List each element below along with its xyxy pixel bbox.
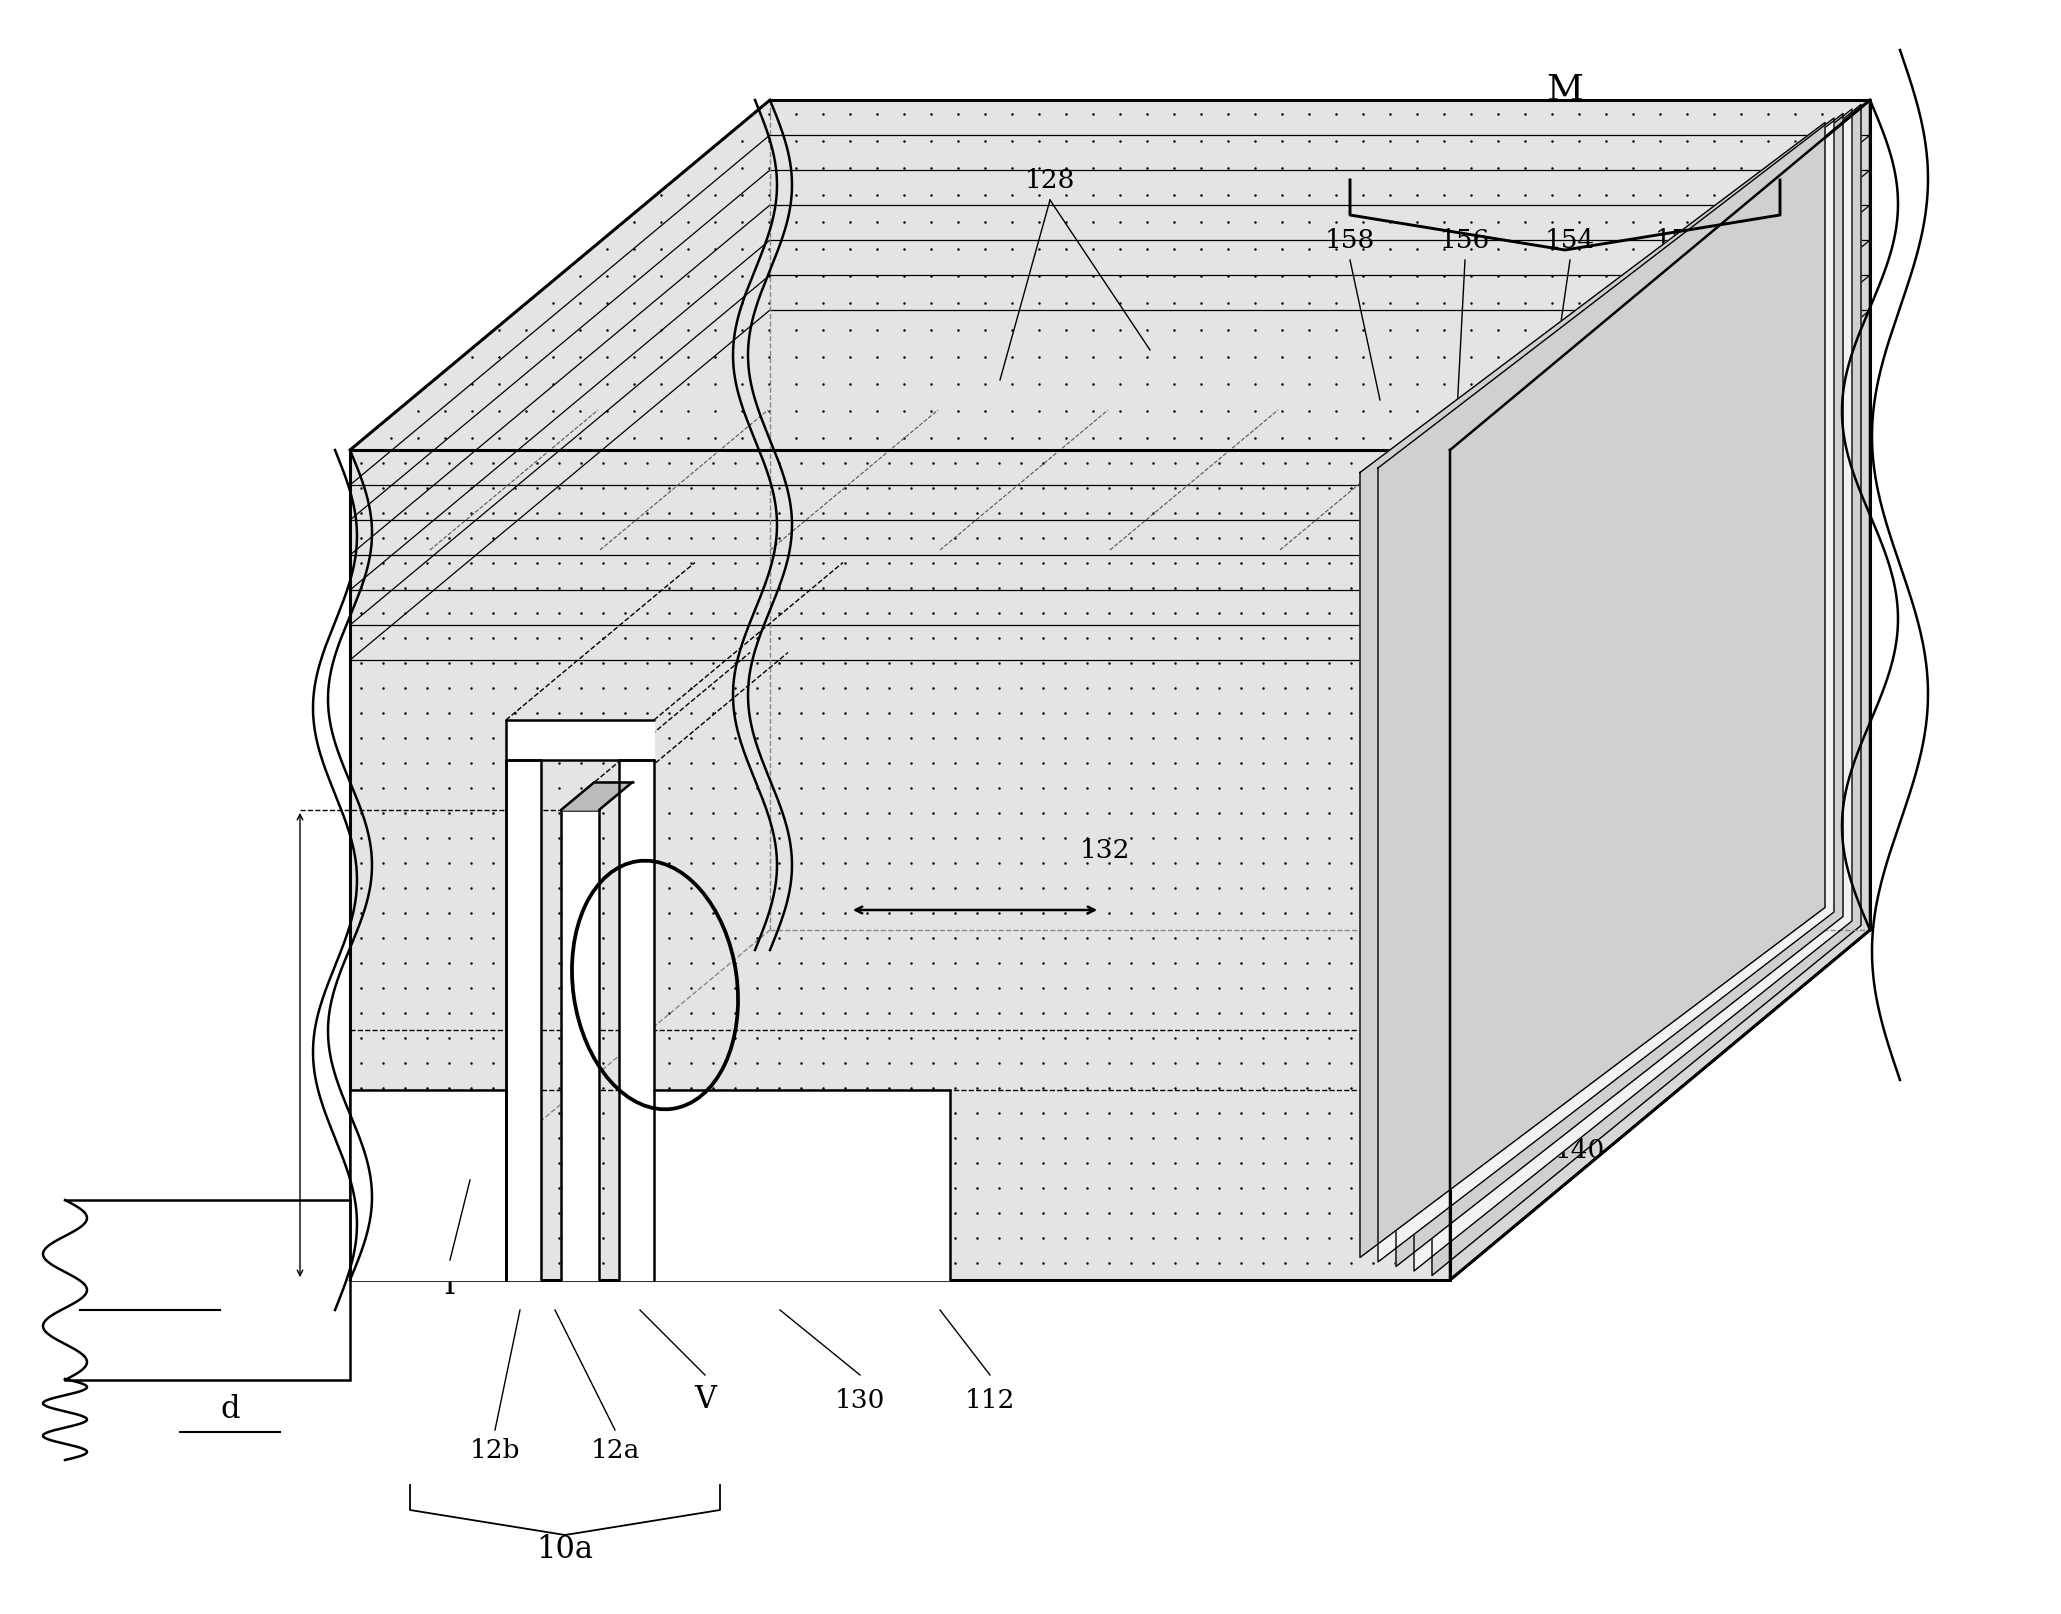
Polygon shape: [561, 783, 633, 810]
Text: M: M: [1546, 73, 1583, 107]
Text: 132: 132: [1080, 838, 1131, 862]
Polygon shape: [507, 720, 653, 760]
Polygon shape: [1360, 123, 1824, 1257]
Polygon shape: [350, 1089, 507, 1280]
Polygon shape: [66, 1199, 350, 1380]
Text: 130: 130: [835, 1388, 884, 1412]
Polygon shape: [1451, 100, 1869, 1280]
Polygon shape: [1379, 118, 1834, 1262]
Text: 128: 128: [1024, 168, 1076, 192]
Text: 156: 156: [1441, 228, 1490, 252]
Text: 12a: 12a: [589, 1438, 639, 1462]
Text: 158: 158: [1325, 228, 1375, 252]
Text: V: V: [695, 1385, 715, 1415]
Polygon shape: [1432, 105, 1861, 1275]
Text: T: T: [439, 1270, 460, 1301]
Text: 154: 154: [1546, 228, 1595, 252]
Polygon shape: [350, 100, 1869, 450]
Polygon shape: [350, 450, 1451, 1280]
Text: 112: 112: [965, 1388, 1016, 1412]
Text: 140: 140: [1554, 1138, 1606, 1162]
Polygon shape: [1395, 113, 1843, 1267]
Text: 110: 110: [122, 1270, 179, 1301]
Text: 10a: 10a: [536, 1535, 594, 1566]
Polygon shape: [1414, 110, 1853, 1270]
Text: 12b: 12b: [470, 1438, 519, 1462]
Text: d: d: [221, 1394, 239, 1425]
Polygon shape: [561, 810, 600, 1280]
Polygon shape: [653, 1089, 950, 1280]
Polygon shape: [507, 760, 540, 1280]
Text: 152: 152: [1655, 228, 1704, 252]
Polygon shape: [618, 760, 653, 1280]
